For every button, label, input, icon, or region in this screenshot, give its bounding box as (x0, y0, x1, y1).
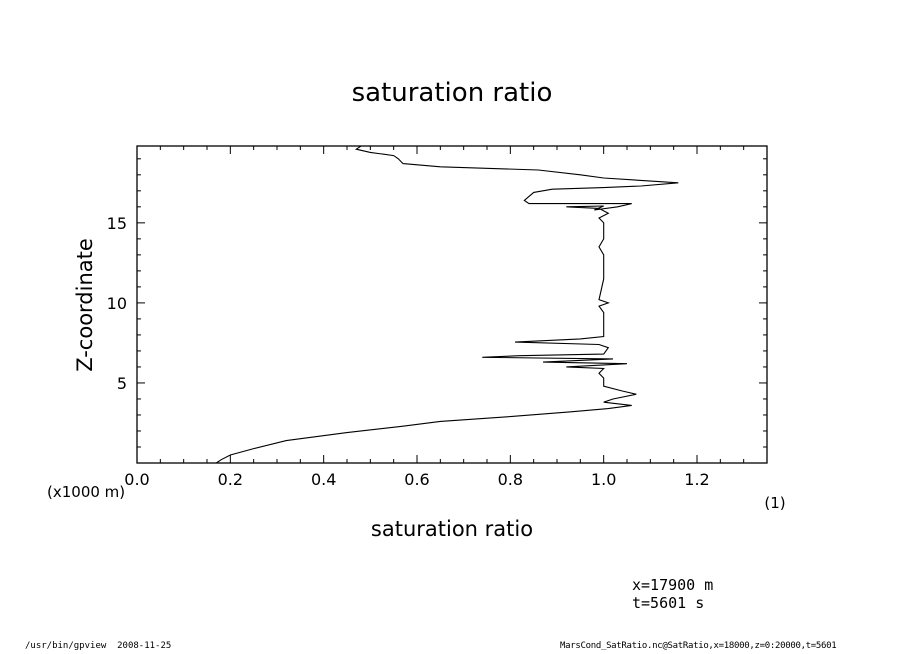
x-axis-label: saturation ratio (371, 517, 533, 541)
y-tick-labels: 5 10 15 (107, 214, 127, 393)
x-tick-label: 0.8 (498, 470, 523, 489)
footer-source: MarsCond_SatRatio.nc@SatRatio,x=18000,z=… (560, 641, 837, 651)
y-axis-unit: (x1000 m) (47, 483, 125, 501)
y-tick-label: 10 (107, 294, 127, 313)
x-tick-label: 0.4 (311, 470, 336, 489)
time-info: t=5601 s (632, 594, 705, 612)
y-tick-label: 5 (117, 374, 127, 393)
x-tick-label: 0.0 (124, 470, 149, 489)
x-tick-labels: 0.0 0.2 0.4 0.6 0.8 1.0 1.2 (124, 470, 709, 489)
x-tick-label: 0.2 (218, 470, 243, 489)
y-axis-label: Z-coordinate (73, 238, 97, 372)
saturation-ratio-line (215, 145, 679, 464)
chart-title: saturation ratio (352, 78, 553, 108)
x-axis-unit: (1) (764, 494, 785, 512)
x-position-info: x=17900 m (632, 576, 714, 594)
x-tick-label: 1.0 (591, 470, 616, 489)
y-tick-label: 15 (107, 214, 127, 233)
x-tick-label: 0.6 (404, 470, 429, 489)
axis-ticks (136, 146, 768, 463)
x-tick-label: 1.2 (684, 470, 709, 489)
footer-command: /usr/bin/gpview 2008-11-25 (25, 641, 172, 651)
plot-frame (136, 145, 768, 464)
